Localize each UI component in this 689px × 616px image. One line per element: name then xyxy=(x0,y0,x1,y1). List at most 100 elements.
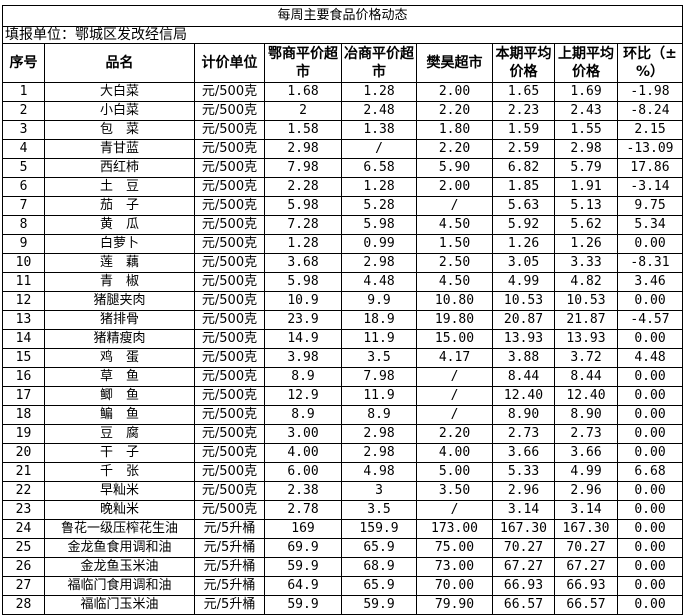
table-cell: 21.87 xyxy=(554,310,618,330)
table-cell: 2.20 xyxy=(416,101,493,121)
table-title: 每周主要食品价格动态 xyxy=(2,5,683,27)
table-cell: 16 xyxy=(2,367,45,387)
table-cell: 167.30 xyxy=(492,519,555,539)
table-cell: 3.98 xyxy=(264,348,342,368)
table-cell: 5.63 xyxy=(492,196,555,216)
table-cell: 1.58 xyxy=(264,120,342,140)
table-cell: 12.40 xyxy=(492,386,555,406)
table-cell: 5 xyxy=(2,158,45,178)
table-cell: 3.5 xyxy=(341,348,417,368)
table-cell: 2.00 xyxy=(416,82,493,102)
table-cell: -13.09 xyxy=(617,139,683,159)
table-row: 19 豆 腐元/500克 3.00 2.98 2.20 2.73 2.73 0.00 xyxy=(2,424,683,444)
table-cell: 鲁花一级压榨花生油 xyxy=(44,519,195,539)
table-cell: 18.9 xyxy=(341,310,417,330)
table-cell: 0.00 xyxy=(617,443,683,463)
table-cell: 1.50 xyxy=(416,234,493,254)
table-cell: 14 xyxy=(2,329,45,349)
table-cell: 0.99 xyxy=(341,234,417,254)
column-header: 鄂商平价超市 xyxy=(264,43,342,83)
table-cell: 茄 子 xyxy=(44,196,195,216)
header-row: 序号 品名 计价单位 鄂商平价超市 冶商平价超市 樊昊超市 本期平均价格 上期平均价格 环比（±… xyxy=(2,43,683,83)
table-row: 28 福临门玉米油 元/5升桶 59.9 59.9 79.90 66.57 66.57 0.00 xyxy=(2,595,683,615)
table-cell: 鳊 鱼 xyxy=(44,405,195,425)
table-cell: 2.73 xyxy=(554,424,618,444)
table-cell: 1.38 xyxy=(341,120,417,140)
table-row: 12 猪腿夹肉 元/500克 10.9 9.9 10.80 10.53 10.53 0.00 xyxy=(2,291,683,311)
table-cell: 福临门玉米油 xyxy=(44,595,195,615)
table-cell: 3.46 xyxy=(617,272,683,292)
table-cell: 青甘蓝 xyxy=(44,139,195,159)
table-cell: 5.92 xyxy=(492,215,555,235)
table-cell: 元/5升桶 xyxy=(194,557,265,577)
table-cell: 元/500克 xyxy=(194,481,265,501)
table-cell: 26 xyxy=(2,557,45,577)
table-cell: 5.34 xyxy=(617,215,683,235)
table-cell: 59.9 xyxy=(264,557,342,577)
table-cell: 4.99 xyxy=(492,272,555,292)
table-cell: 3.66 xyxy=(492,443,555,463)
table-row: 15 鸡 蛋元/500克 3.98 3.5 4.17 3.88 3.72 4.48 xyxy=(2,348,683,368)
table-cell: 21 xyxy=(2,462,45,482)
table-cell: 20.87 xyxy=(492,310,555,330)
table-cell: 11.9 xyxy=(341,329,417,349)
table-row: 5 西红柿 元/500克 7.98 6.58 5.90 6.82 5.79 17.86 xyxy=(2,158,683,178)
table-cell: 青 椒 xyxy=(44,272,195,292)
table-cell: 豆 腐 xyxy=(44,424,195,444)
table-row: 2 小白菜 元/500克 2 2.48 2.20 2.23 2.43 -8.24 xyxy=(2,101,683,121)
table-cell: 1.26 xyxy=(554,234,618,254)
table-cell: 3.33 xyxy=(554,253,618,273)
table-cell: 2.48 xyxy=(341,101,417,121)
price-table-sheet: 每周主要食品价格动态 填报单位：鄂城区发改经信局 序号 品名 计价单位 鄂商平价超市冶… xyxy=(2,5,683,615)
table-cell: 6.68 xyxy=(617,462,683,482)
table-cell: 元/5升桶 xyxy=(194,519,265,539)
table-cell: 8.44 xyxy=(554,367,618,387)
table-cell: 5.98 xyxy=(264,196,342,216)
table-cell: 1.28 xyxy=(264,234,342,254)
table-row: 25 金龙鱼食用调和油 元/5升桶 69.9 65.9 75.00 70.27 70.27 0.… xyxy=(2,538,683,558)
table-row: 4 青甘蓝 元/500克 2.98/2.20 2.59 2.98 -13.09 xyxy=(2,139,683,159)
table-cell: 10.9 xyxy=(264,291,342,311)
table-cell: 6.00 xyxy=(264,462,342,482)
reporting-unit: 填报单位：鄂城区发改经信局 xyxy=(2,26,683,44)
table-cell: -8.24 xyxy=(617,101,683,121)
table-cell: 1.80 xyxy=(416,120,493,140)
table-cell: 草 鱼 xyxy=(44,367,195,387)
table-cell: 元/500克 xyxy=(194,253,265,273)
table-cell: 1.68 xyxy=(264,82,342,102)
table-cell: 70.00 xyxy=(416,576,493,596)
table-cell: 0.00 xyxy=(617,329,683,349)
table-cell: 晚籼米 xyxy=(44,500,195,520)
table-cell: 65.9 xyxy=(341,576,417,596)
column-header: 环比（±%） xyxy=(617,43,683,83)
table-cell: 3.14 xyxy=(554,500,618,520)
table-cell: 3 xyxy=(341,481,417,501)
table-cell: 元/500克 xyxy=(194,405,265,425)
table-cell: 元/500克 xyxy=(194,329,265,349)
table-cell: 7.28 xyxy=(264,215,342,235)
table-row: 1 大白菜 元/500克 1.68 1.28 2.00 1.65 1.69 -1.98 xyxy=(2,82,683,102)
table-cell: 2.96 xyxy=(554,481,618,501)
table-cell: 23 xyxy=(2,500,45,520)
table-cell: 70.27 xyxy=(554,538,618,558)
table-cell: 1.28 xyxy=(341,177,417,197)
table-cell: 70.27 xyxy=(492,538,555,558)
table-cell: 13.93 xyxy=(492,329,555,349)
column-header: 序号 xyxy=(2,43,45,83)
table-cell: 13 xyxy=(2,310,45,330)
table-cell: 2.98 xyxy=(341,253,417,273)
table-cell: 0.00 xyxy=(617,519,683,539)
table-cell: 73.00 xyxy=(416,557,493,577)
table-cell: 元/5升桶 xyxy=(194,576,265,596)
table-cell: 1 xyxy=(2,82,45,102)
table-cell: 28 xyxy=(2,595,45,615)
table-cell: 2 xyxy=(2,101,45,121)
table-cell: 0.00 xyxy=(617,557,683,577)
table-cell: 3.00 xyxy=(264,424,342,444)
table-cell: -1.98 xyxy=(617,82,683,102)
table-cell: 猪排骨 xyxy=(44,310,195,330)
table-cell: 10.53 xyxy=(554,291,618,311)
table-cell: / xyxy=(416,500,493,520)
table-cell: 0.00 xyxy=(617,481,683,501)
